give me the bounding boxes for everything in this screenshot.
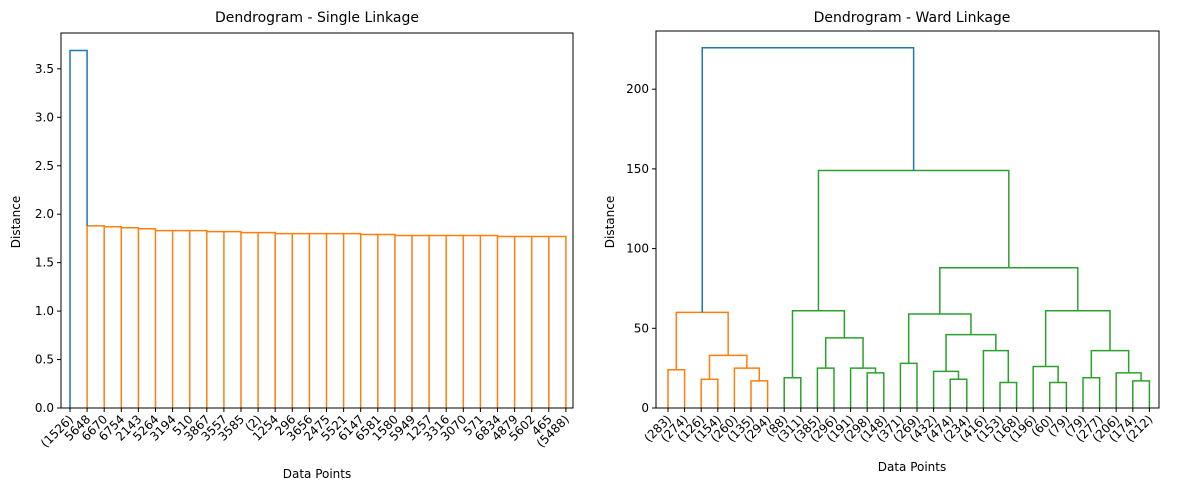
dendrogram-link xyxy=(701,46,915,313)
dendrogram-link xyxy=(462,234,481,408)
y-tick-label: 0.5 xyxy=(35,353,54,367)
dendrogram-link xyxy=(428,234,447,408)
dendrogram-link xyxy=(274,232,293,408)
dendrogram-link xyxy=(86,225,105,408)
dendrogram-link xyxy=(530,235,549,408)
dendrogram-link xyxy=(325,232,344,408)
dendrogram-link xyxy=(939,266,1079,314)
dendrogram-link xyxy=(1132,380,1151,408)
y-tick-label: 200 xyxy=(626,82,649,96)
dendrogram-link xyxy=(291,232,310,408)
y-tick-label: 50 xyxy=(634,321,649,335)
dendrogram-link xyxy=(223,230,242,408)
dendrogram-link xyxy=(188,229,208,408)
dendrogram-link xyxy=(899,362,918,408)
dendrogram-link xyxy=(377,233,396,408)
y-tick-label: 3.0 xyxy=(35,110,54,124)
dendrogram-link xyxy=(667,368,686,408)
dendrogram-link xyxy=(945,333,997,372)
dendrogram-link xyxy=(496,235,515,408)
y-tick-label: 2.0 xyxy=(35,207,54,221)
y-axis-label: Distance xyxy=(603,196,617,248)
dendrogram-link xyxy=(1044,310,1111,367)
dendrogram-link xyxy=(932,370,960,408)
dendrogram-link xyxy=(154,229,173,408)
dendrogram-link xyxy=(866,372,885,408)
dendrogram-link xyxy=(750,380,769,408)
dendrogram-link xyxy=(849,367,877,408)
chart-title: Dendrogram - Single Linkage xyxy=(215,10,419,26)
leaf-labels: (1526)5648667067542143526431945103867355… xyxy=(38,408,572,450)
dendrogram-link xyxy=(675,311,729,370)
dendrogram-link xyxy=(817,169,1010,311)
dendrogram-link xyxy=(359,233,378,408)
dendrogram-link xyxy=(949,378,968,408)
dendrogram-link xyxy=(479,234,499,408)
y-ticks: 0 50 100 150 200 xyxy=(626,82,656,415)
dendrogram-link xyxy=(783,376,802,408)
dendrogram-link xyxy=(1115,372,1142,408)
y-tick-label: 1.5 xyxy=(35,256,54,270)
chart-title: Dendrogram - Ward Linkage xyxy=(814,10,1011,26)
dendrogram-link xyxy=(137,227,157,408)
dendrogram-link xyxy=(394,234,412,408)
dendrogram-link xyxy=(513,235,532,408)
dendrogram-link xyxy=(1049,381,1068,408)
dendrogram-link xyxy=(907,313,972,364)
dendrogram-link xyxy=(708,354,748,380)
dendrogram-link xyxy=(445,234,464,408)
dendrogram-link xyxy=(700,378,719,408)
y-ticks: 0.0 0.5 1.0 1.5 2.0 2.5 3.0 3.5 xyxy=(35,62,61,415)
dendrogram-link xyxy=(308,232,327,408)
y-tick-label: 1.0 xyxy=(35,304,54,318)
dendrogram-link xyxy=(206,230,224,408)
dendrogram-link xyxy=(171,229,190,408)
dendrogram-link xyxy=(257,231,276,408)
dendrogram-link xyxy=(120,227,140,408)
dendrogram-link xyxy=(411,234,430,408)
dendrogram-link xyxy=(240,231,259,408)
dendrogram-link xyxy=(733,367,761,408)
y-tick-label: 2.5 xyxy=(35,159,54,173)
dendrogram-link xyxy=(1032,365,1059,408)
dendrogram-link xyxy=(999,381,1018,408)
dendrogram-link xyxy=(69,49,88,408)
y-tick-label: 100 xyxy=(626,242,649,256)
dendrogram-link xyxy=(548,235,567,408)
dendrogram-link xyxy=(824,337,864,369)
dendrogram-link xyxy=(342,232,362,408)
y-axis-label: Distance xyxy=(9,196,23,248)
y-tick-label: 3.5 xyxy=(35,62,54,76)
dendrogram-link xyxy=(1082,376,1101,408)
y-tick-label: 0 xyxy=(641,401,649,415)
dendrogram-link xyxy=(816,367,835,408)
ward-linkage-chart: Dendrogram - Ward Linkage Data Points Di… xyxy=(603,10,1160,474)
x-axis-label: Data Points xyxy=(878,460,947,474)
leaf-labels: (283)(274)(126)(154)(260)(135)(294)(88)(… xyxy=(641,408,1156,445)
y-tick-label: 150 xyxy=(626,162,649,176)
x-axis-label: Data Points xyxy=(283,467,352,481)
dendrogram-links xyxy=(69,49,567,408)
plot-frame xyxy=(60,32,574,409)
single-linkage-chart: Dendrogram - Single Linkage Data Points … xyxy=(9,10,574,481)
dendrogram-link xyxy=(982,349,1010,408)
plot-frame xyxy=(655,30,1160,409)
dendrogram-links xyxy=(667,46,1151,408)
dendrogram-link xyxy=(103,226,123,408)
y-tick-label: 0.0 xyxy=(35,401,54,415)
